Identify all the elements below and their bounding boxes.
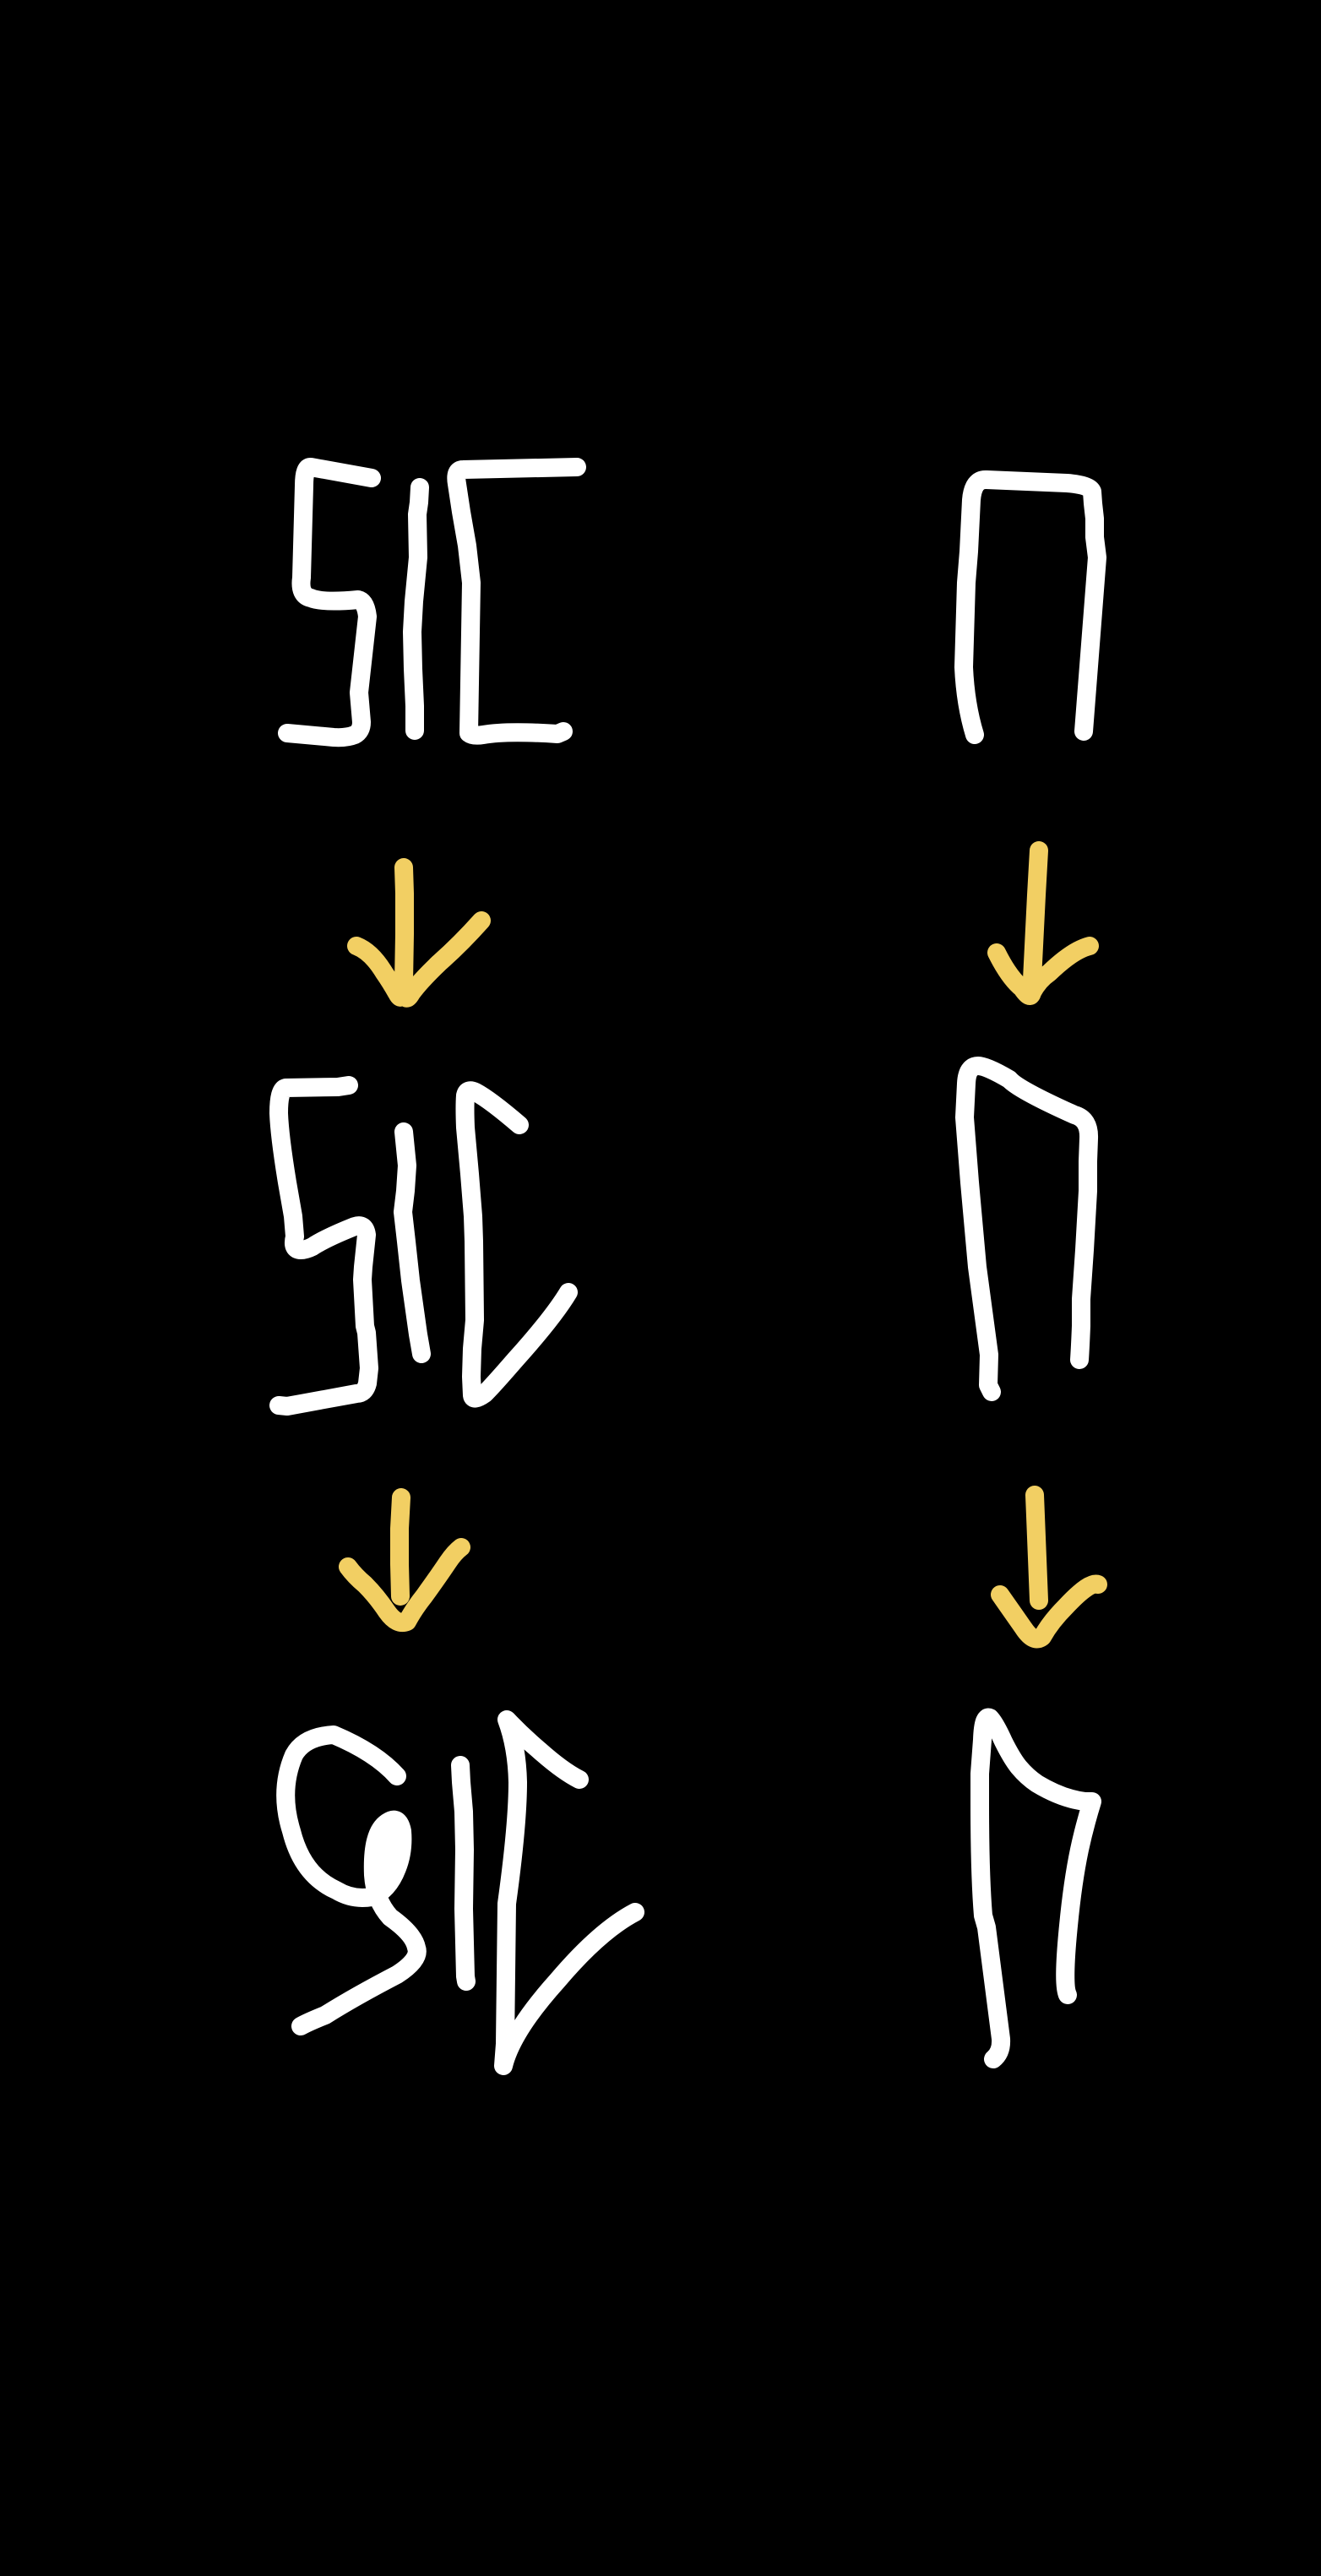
arrow-left-1-to-2-shaft <box>347 858 414 1007</box>
arrow-left-2-to-3-head <box>339 1538 470 1633</box>
stage1-right-glyph <box>954 470 1106 744</box>
stage3-right-stroke-a <box>970 1708 1101 2068</box>
stage1-left-glyph <box>278 458 586 747</box>
stage3-right-glyph <box>970 1708 1101 2068</box>
stage1-right-stroke-a <box>954 470 1106 744</box>
stage2-left-stroke-c <box>455 1081 578 1408</box>
stage1-left-stroke-b <box>403 478 429 740</box>
arrow-left-1-to-2-head <box>394 911 491 1008</box>
arrow-right-1-to-2 <box>987 841 1099 1005</box>
stage3-left-stroke-c <box>494 1710 644 2075</box>
stage3-left-stroke-b <box>451 1756 476 1991</box>
stage2-left-stroke-b <box>394 1122 431 1363</box>
stage2-right-glyph <box>955 1057 1099 1401</box>
stage1-left-stroke-c <box>447 458 586 745</box>
arrow-right-1-to-2-shaft <box>1023 841 1048 989</box>
arrow-right-2-to-3-shaft <box>1025 1486 1048 1610</box>
stage3-left-stroke-a <box>276 1725 427 2035</box>
stage2-left-glyph <box>269 1076 578 1416</box>
arrow-right-1-to-2-head <box>987 937 1099 1005</box>
arrow-left-2-to-3 <box>339 1488 470 1633</box>
arrow-left-2-to-3-shaft <box>390 1488 410 1606</box>
stage2-left-stroke-a <box>269 1076 378 1416</box>
arrow-right-2-to-3 <box>991 1486 1107 1649</box>
arrow-right-2-to-3-head <box>991 1574 1107 1649</box>
stage3-left-loop-fill <box>366 1824 400 1878</box>
stage1-left-stroke-a <box>278 458 381 747</box>
stage3-left-glyph <box>276 1710 644 2075</box>
stage2-right-stroke-a <box>955 1057 1099 1401</box>
arrow-left-1-to-2 <box>347 858 491 1008</box>
